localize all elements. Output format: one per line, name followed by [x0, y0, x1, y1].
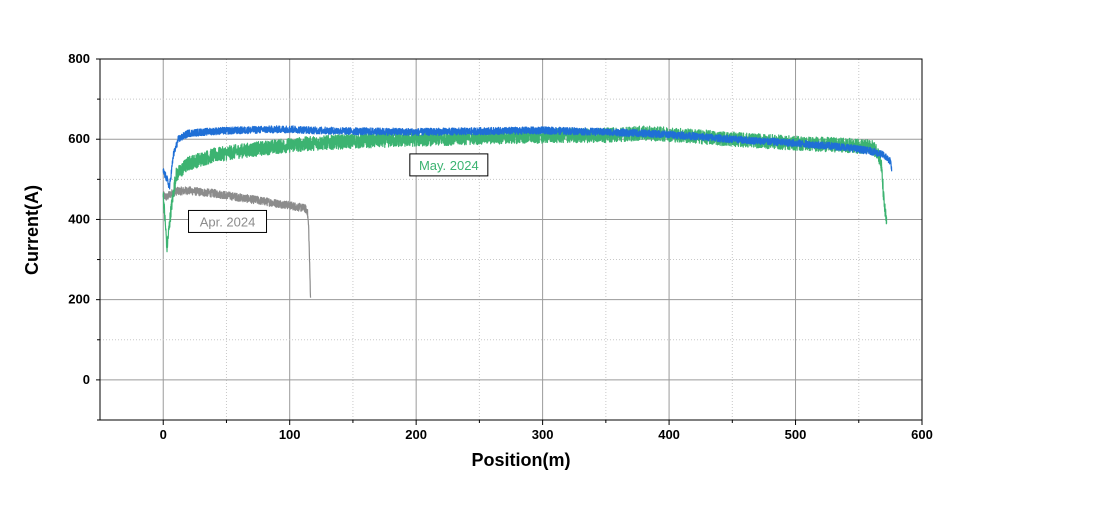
x-tick-label: 400	[658, 427, 680, 442]
series-line-1	[162, 186, 312, 298]
series-line-3	[162, 125, 893, 190]
x-tick-label: 300	[532, 427, 554, 442]
y-tick-label: 0	[83, 372, 90, 387]
plot-frame	[99, 58, 923, 421]
series-layer	[162, 125, 893, 298]
y-tick-label: 200	[68, 292, 90, 307]
annotation-box	[188, 209, 268, 233]
x-tick-label: 600	[911, 427, 933, 442]
annotation-label: Apr. 2024	[200, 214, 256, 229]
x-axis-title: Position(m)	[472, 450, 571, 470]
annotation-box	[409, 153, 489, 177]
annotations: Apr. 2024 May. 2024	[188, 153, 489, 233]
x-tick-label: 200	[405, 427, 427, 442]
y-axis-title: Current(A)	[22, 185, 42, 275]
plot-area	[100, 59, 922, 420]
x-tick-label: 500	[785, 427, 807, 442]
series-line-2	[162, 125, 888, 253]
x-tick-label: 0	[160, 427, 167, 442]
x-tick-label: 100	[279, 427, 301, 442]
annotation-label: May. 2024	[419, 158, 479, 173]
y-tick-label: 400	[68, 211, 90, 226]
y-tick-label: 800	[68, 51, 90, 66]
y-tick-label: 600	[68, 131, 90, 146]
axis-ticks: 0 100 200 300 400 500 600 0 200 400 600 800	[68, 51, 933, 442]
